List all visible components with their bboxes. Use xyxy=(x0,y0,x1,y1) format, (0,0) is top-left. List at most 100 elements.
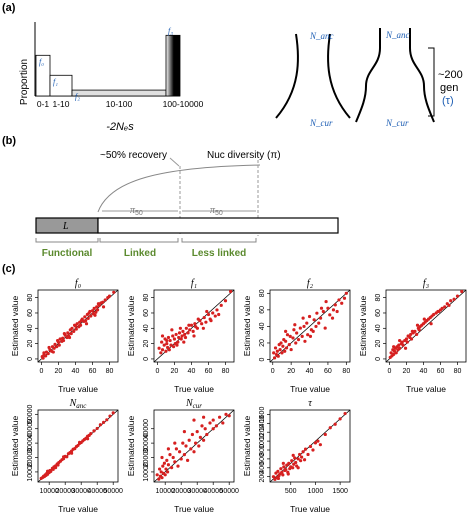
n-cur-label-2: N_cur xyxy=(385,118,409,128)
category-label-1: 1-10 xyxy=(52,99,69,109)
x-tick-label: 60 xyxy=(324,368,332,375)
data-point xyxy=(187,438,191,442)
data-point xyxy=(289,347,293,352)
data-point xyxy=(192,334,196,338)
data-point xyxy=(291,336,295,340)
data-point xyxy=(389,351,393,355)
data-point xyxy=(66,331,70,335)
data-point xyxy=(101,305,106,309)
data-point xyxy=(179,457,183,461)
data-point xyxy=(186,331,190,335)
data-point xyxy=(168,338,172,343)
data-point xyxy=(84,319,88,323)
data-point xyxy=(202,315,206,320)
data-point xyxy=(188,328,192,332)
data-point xyxy=(447,303,451,307)
data-point xyxy=(311,448,315,452)
data-point xyxy=(95,308,100,312)
x-tick-label: 80 xyxy=(342,368,350,375)
data-point xyxy=(55,338,60,343)
data-point xyxy=(333,303,337,307)
y-tick-label: 20 xyxy=(375,340,382,348)
x-axis-label-6: True value xyxy=(290,504,330,514)
data-point xyxy=(403,346,408,350)
scatterplot-5: Ncur100002000030000400005000010000200003… xyxy=(126,398,239,514)
data-point xyxy=(192,450,196,454)
y-axis-label-6: Estimated value xyxy=(242,415,252,476)
data-point xyxy=(204,320,208,324)
data-point xyxy=(213,314,217,318)
data-point xyxy=(316,439,320,443)
data-point xyxy=(452,297,456,301)
data-point xyxy=(69,332,73,336)
scatter-title-1: f₁ xyxy=(191,278,197,289)
data-point xyxy=(111,411,115,415)
y-tick-label: 0 xyxy=(27,357,34,361)
data-point xyxy=(223,299,228,303)
data-point xyxy=(94,310,98,314)
y-tick-label: 1400 xyxy=(259,415,266,431)
data-point xyxy=(160,348,165,352)
x-tick-label: 0 xyxy=(387,368,391,375)
data-point xyxy=(281,344,285,348)
y-tick-label: 1200 xyxy=(259,424,266,440)
data-point xyxy=(175,343,179,347)
data-point xyxy=(224,412,228,416)
data-point xyxy=(227,414,231,418)
data-point xyxy=(164,349,168,353)
data-point xyxy=(285,333,290,337)
recovery-pointer xyxy=(169,157,180,167)
y-tick-label: 60 xyxy=(259,306,266,314)
x-tick-label: 1500 xyxy=(332,488,348,495)
diversity-recovery-curve xyxy=(97,164,261,213)
x-axis-label-5: True value xyxy=(174,504,214,514)
y-tick-label: 60 xyxy=(143,309,150,317)
scatter-title-0: f₀ xyxy=(75,278,82,289)
data-point xyxy=(276,469,280,473)
data-point xyxy=(275,349,279,353)
data-point xyxy=(228,289,233,294)
data-point xyxy=(326,306,330,310)
data-point xyxy=(215,308,219,312)
data-point xyxy=(155,473,159,477)
y-tick-label: 40000 xyxy=(143,419,150,439)
x-tick-label: 50000 xyxy=(219,488,239,495)
data-point xyxy=(56,463,60,467)
panel-a-bars xyxy=(35,34,181,97)
data-point xyxy=(90,309,95,313)
data-point xyxy=(415,332,419,337)
data-point xyxy=(92,429,96,433)
data-point xyxy=(89,432,93,436)
data-point xyxy=(306,452,310,457)
x-tick-label: 80 xyxy=(222,368,230,375)
data-point xyxy=(162,343,166,347)
y-tick-label: 20 xyxy=(27,340,34,348)
data-point xyxy=(278,347,282,352)
data-point xyxy=(166,447,170,451)
gen-count-label: ~200 xyxy=(438,69,463,81)
y-tick-label: 400 xyxy=(259,462,266,474)
y-tick-label: 1600 xyxy=(259,407,266,423)
y-tick-label: 40000 xyxy=(27,419,34,439)
data-point xyxy=(290,459,294,463)
functional-region-label: Functional xyxy=(42,248,93,259)
data-point xyxy=(279,341,283,345)
data-point xyxy=(164,467,168,471)
data-point xyxy=(319,306,324,310)
functional-bracket xyxy=(35,238,99,243)
data-point xyxy=(70,326,74,330)
data-point xyxy=(337,298,341,302)
data-point xyxy=(93,313,97,317)
data-point xyxy=(397,343,401,347)
bar-3 xyxy=(165,34,181,97)
y-tick-label: 40 xyxy=(375,324,382,332)
data-point xyxy=(415,323,420,327)
data-point xyxy=(180,334,184,338)
bar-label-1: f₁ xyxy=(53,77,58,86)
data-point xyxy=(279,467,283,471)
data-point xyxy=(315,311,319,315)
constant-size-left-curve xyxy=(275,33,299,119)
data-point xyxy=(410,329,414,333)
data-point xyxy=(219,303,223,307)
